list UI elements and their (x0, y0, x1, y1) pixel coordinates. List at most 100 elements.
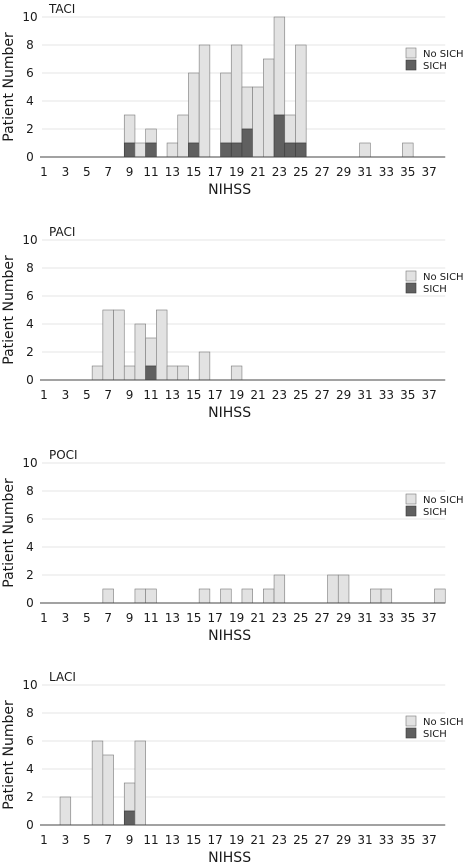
x-tick-label: 1 (40, 611, 48, 625)
x-tick-label: 19 (229, 388, 244, 402)
x-tick-label: 1 (40, 833, 48, 847)
x-tick-label: 19 (229, 833, 244, 847)
y-tick-label: 10 (22, 233, 37, 247)
x-tick-label: 33 (379, 833, 394, 847)
panel-title: TACI (48, 2, 75, 16)
y-tick-label: 10 (22, 10, 37, 24)
y-tick-label: 8 (26, 484, 34, 498)
bar-no-sich (337, 574, 350, 604)
y-axis-label: Patient Number (1, 255, 17, 365)
y-tick-label: 6 (26, 289, 34, 303)
legend-label-sich: SICH (423, 284, 447, 295)
x-tick-label: 35 (400, 611, 415, 625)
x-tick-label: 33 (379, 611, 394, 625)
y-tick-label: 2 (26, 122, 34, 136)
x-tick-label: 37 (422, 833, 437, 847)
y-axis-label: Patient Number (1, 32, 17, 142)
x-tick-label: 11 (143, 165, 158, 179)
y-axis-label: Patient Number (1, 700, 17, 810)
bar-sich (145, 365, 157, 381)
bar-no-sich (241, 588, 253, 604)
x-tick-label: 35 (400, 165, 415, 179)
x-tick-label: 3 (62, 833, 70, 847)
x-tick-label: 23 (272, 165, 287, 179)
bar-no-sich (370, 588, 382, 604)
y-axis-label: Patient Number (1, 478, 17, 588)
bar-no-sich (134, 323, 146, 381)
x-tick-label: 31 (357, 611, 372, 625)
x-tick-label: 15 (186, 165, 201, 179)
bar-no-sich (295, 44, 307, 144)
x-tick-label: 37 (422, 165, 437, 179)
bar-sich (230, 142, 243, 158)
bar-no-sich (156, 309, 168, 381)
x-tick-label: 27 (315, 165, 330, 179)
bar-no-sich (59, 796, 72, 826)
y-tick-label: 0 (26, 373, 34, 387)
x-tick-label: 21 (250, 165, 265, 179)
bar-no-sich (273, 574, 286, 604)
bar-no-sich (134, 740, 146, 826)
bar-no-sich (102, 588, 114, 604)
bar-no-sich (220, 588, 232, 604)
bar-no-sich (230, 44, 243, 144)
x-tick-label: 33 (379, 388, 394, 402)
panel-title: PACI (49, 225, 75, 239)
x-tick-label: 27 (315, 611, 330, 625)
legend-swatch-no-sich (405, 493, 417, 505)
x-tick-label: 19 (229, 611, 244, 625)
panel-title: POCI (49, 448, 78, 462)
bar-no-sich (123, 782, 136, 812)
legend-label-sich: SICH (423, 729, 447, 740)
legend-label-no-sich: No SICH (423, 717, 464, 728)
legend-label-no-sich: No SICH (423, 495, 464, 506)
x-tick-label: 17 (208, 388, 223, 402)
bar-sich (273, 114, 286, 158)
legend-label-sich: SICH (423, 507, 447, 518)
x-tick-label: 29 (336, 388, 351, 402)
bar-no-sich (134, 142, 146, 158)
x-tick-label: 7 (104, 611, 112, 625)
legend-label-no-sich: No SICH (423, 49, 464, 60)
y-tick-label: 4 (26, 762, 34, 776)
y-tick-label: 4 (26, 540, 34, 554)
x-tick-label: 15 (186, 388, 201, 402)
bar-sich (145, 142, 157, 158)
bar-sich (284, 142, 296, 158)
y-tick-label: 8 (26, 38, 34, 52)
bar-no-sich (177, 114, 189, 158)
x-tick-label: 17 (208, 833, 223, 847)
bar-no-sich (198, 351, 211, 381)
x-tick-label: 1 (40, 388, 48, 402)
y-tick-label: 6 (26, 734, 34, 748)
x-tick-label: 15 (186, 833, 201, 847)
bar-no-sich (188, 72, 200, 144)
x-tick-label: 3 (62, 611, 70, 625)
bar-no-sich (123, 114, 136, 144)
y-tick-label: 4 (26, 94, 34, 108)
x-tick-label: 3 (62, 165, 70, 179)
x-tick-label: 25 (293, 611, 308, 625)
x-tick-label: 17 (208, 165, 223, 179)
x-tick-label: 13 (165, 833, 180, 847)
bar-no-sich (230, 365, 243, 381)
x-tick-label: 13 (165, 165, 180, 179)
x-tick-label: 5 (83, 611, 91, 625)
x-axis-label: NIHSS (208, 405, 251, 421)
x-tick-label: 17 (208, 611, 223, 625)
bar-no-sich (220, 72, 232, 144)
bar-no-sich (241, 86, 253, 130)
x-tick-label: 29 (336, 833, 351, 847)
bar-no-sich (145, 588, 157, 604)
bar-no-sich (91, 365, 104, 381)
bar-no-sich (327, 574, 339, 604)
legend-swatch-sich (405, 505, 417, 517)
x-tick-label: 7 (104, 165, 112, 179)
y-tick-label: 0 (26, 596, 34, 610)
bar-no-sich (402, 142, 414, 158)
x-tick-label: 21 (250, 611, 265, 625)
y-tick-label: 8 (26, 706, 34, 720)
